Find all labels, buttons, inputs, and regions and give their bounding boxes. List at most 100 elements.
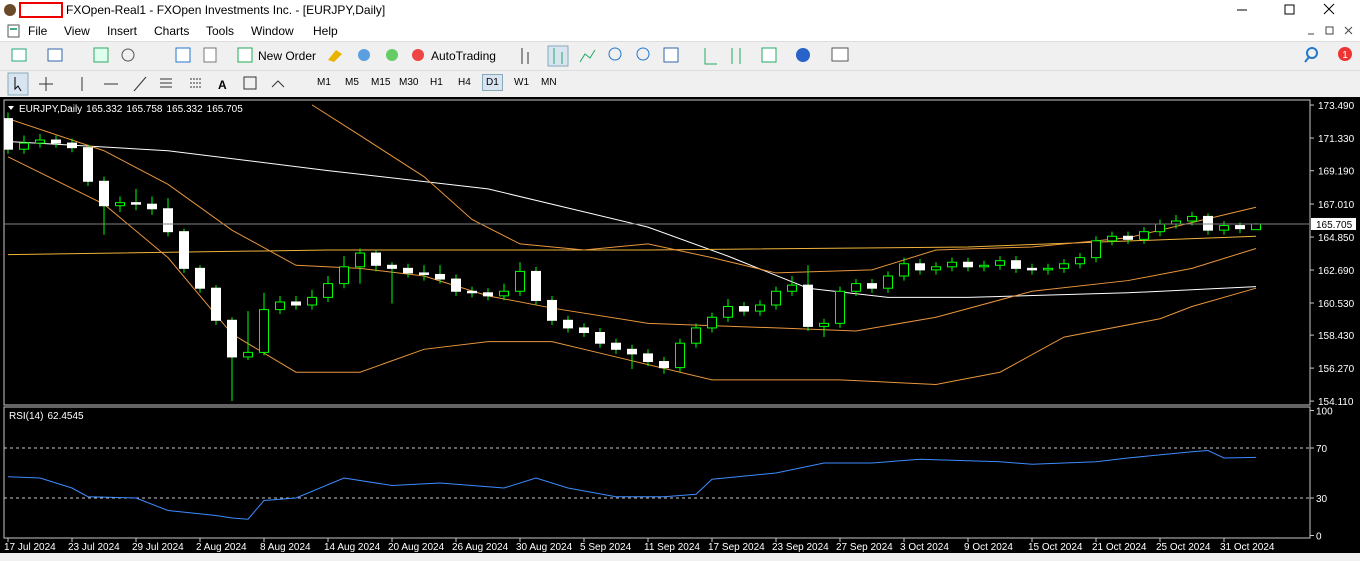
candle-body — [115, 202, 125, 207]
current-price-box — [1311, 217, 1356, 230]
candle-body — [1107, 235, 1117, 242]
timeframe-button[interactable]: M5 — [345, 77, 359, 88]
timeframe-button[interactable]: M15 — [371, 77, 391, 88]
drawing-tool-icons: A — [7, 72, 285, 96]
candle-body — [755, 304, 765, 312]
menu-item[interactable]: Insert — [107, 24, 138, 38]
candle-body — [163, 208, 173, 233]
indicator-line — [7, 235, 1257, 256]
menu-item[interactable]: Charts — [154, 24, 190, 38]
candle-body — [1027, 267, 1037, 271]
timeframe-button[interactable]: D1 — [482, 74, 503, 91]
window-controls[interactable] — [1220, 0, 1360, 21]
close: 165.705 — [207, 104, 244, 115]
menu-item[interactable]: Help — [313, 24, 338, 38]
candle-body — [1235, 225, 1245, 230]
candle-body — [1123, 235, 1133, 240]
y-tick-label: 70 — [1316, 444, 1328, 455]
y-tick-label: 162.690 — [1318, 266, 1355, 277]
rsi-line — [7, 449, 1257, 520]
candle-body — [211, 287, 221, 321]
y-tick-label: 158.430 — [1318, 331, 1355, 342]
candle-body — [803, 284, 813, 327]
candle-body — [243, 351, 253, 358]
y-tick-label: 0 — [1316, 532, 1322, 543]
collapse-icon[interactable] — [8, 106, 14, 110]
x-tick-label: 21 Oct 2024 — [1092, 542, 1147, 553]
x-tick-label: 23 Jul 2024 — [68, 542, 120, 553]
window-title: FXOpen-Real1 - FXOpen Investments Inc. -… — [66, 3, 386, 17]
candle-body — [403, 267, 413, 274]
candle-body — [67, 142, 77, 149]
child-window-controls[interactable] — [1300, 21, 1360, 41]
candle-body — [51, 139, 61, 144]
candle-body — [259, 309, 269, 353]
candle-body — [867, 283, 877, 289]
chart-window: EURJPY,Daily 165.332 165.758 165.332 165.705… — [0, 97, 1360, 561]
x-tick-label: 31 Oct 2024 — [1220, 542, 1275, 553]
tab-strip — [0, 553, 1360, 561]
candle-body — [1059, 263, 1069, 269]
candle-body — [387, 264, 397, 269]
candle-body — [595, 332, 605, 344]
candle-body — [1187, 215, 1197, 222]
menu-item[interactable]: Tools — [206, 24, 235, 38]
menu-item[interactable]: View — [64, 24, 90, 38]
y-tick-label: 160.530 — [1318, 299, 1355, 310]
search-and-notifications[interactable]: 1 — [1300, 42, 1360, 70]
candle-body — [179, 231, 189, 269]
candle-body — [531, 270, 541, 301]
price-plot — [4, 104, 1261, 402]
candle-body — [723, 306, 733, 318]
candle-body — [275, 301, 285, 311]
candle-body — [931, 266, 941, 271]
timeframe-button[interactable]: W1 — [514, 77, 529, 88]
timeframe-button[interactable]: H1 — [430, 77, 443, 88]
candle-body — [1043, 267, 1053, 271]
autotrading-button[interactable]: AutoTrading — [431, 49, 496, 63]
timeframe-button[interactable]: MN — [541, 77, 557, 88]
candle-body — [835, 290, 845, 324]
notification-count: 1 — [1342, 50, 1348, 61]
candle-body — [515, 270, 525, 292]
chart-header: EURJPY,Daily 165.332 165.758 165.332 165.705 — [19, 104, 243, 115]
candle-body — [227, 319, 237, 358]
candle-body — [1155, 223, 1165, 233]
x-tick-label: 17 Sep 2024 — [708, 542, 765, 553]
candle-body — [323, 283, 333, 298]
candle-body — [739, 306, 749, 312]
candle-body — [787, 284, 797, 292]
candle-body — [451, 278, 461, 292]
rsi-panel-frame — [3, 406, 1311, 539]
candle-body — [99, 180, 109, 207]
x-tick-label: 23 Sep 2024 — [772, 542, 829, 553]
timeframe-button[interactable]: M1 — [317, 77, 331, 88]
rsi-value: 62.4545 — [47, 411, 84, 422]
standard-toolbar: New Order AutoTrading 1 — [0, 41, 1360, 70]
candle-body — [771, 290, 781, 306]
new-order-button[interactable]: New Order — [258, 49, 317, 63]
menu-item[interactable]: Window — [251, 24, 294, 38]
title-bar: FXOpen-Real1 - FXOpen Investments Inc. -… — [0, 0, 1360, 21]
candle-body — [963, 261, 973, 268]
rsi-header: RSI(14) 62.4545 — [9, 411, 84, 422]
y-tick-label: 169.190 — [1318, 167, 1355, 178]
x-tick-label: 9 Oct 2024 — [964, 542, 1013, 553]
candle-body — [1075, 257, 1085, 265]
timeframe-button[interactable]: M30 — [399, 77, 419, 88]
rsi-plot — [7, 449, 1257, 520]
candle-body — [1091, 240, 1101, 259]
candle-body — [131, 202, 141, 205]
high: 165.758 — [126, 104, 163, 115]
candle-body — [547, 299, 557, 321]
current-price-label: 165.705 — [1316, 220, 1353, 231]
candle-body — [147, 203, 157, 210]
candle-body — [35, 139, 45, 144]
candle-body — [83, 147, 93, 182]
menu-item[interactable]: File — [28, 24, 48, 38]
x-tick-label: 17 Jul 2024 — [4, 542, 56, 553]
timeframe-button[interactable]: H4 — [458, 77, 471, 88]
y-tick-label: 173.490 — [1318, 101, 1355, 112]
x-tick-label: 5 Sep 2024 — [580, 542, 632, 553]
